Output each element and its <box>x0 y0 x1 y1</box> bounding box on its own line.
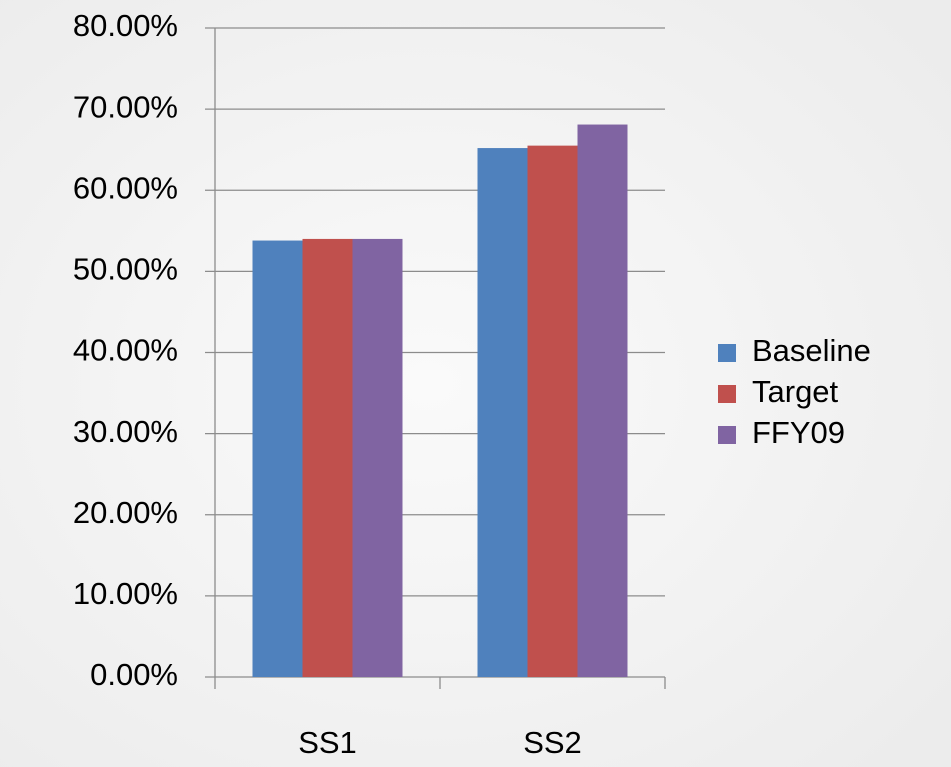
bar <box>577 124 628 677</box>
legend-label: Baseline <box>752 333 871 368</box>
y-tick-label: 10.00% <box>73 576 178 611</box>
bar <box>477 148 528 677</box>
y-tick-label: 60.00% <box>73 170 178 205</box>
legend-swatch <box>718 426 736 444</box>
y-tick-label: 20.00% <box>73 495 178 530</box>
bar <box>302 238 353 678</box>
y-tick-label: 50.00% <box>73 252 178 287</box>
y-tick-label: 80.00% <box>73 8 178 43</box>
x-tick-label: SS1 <box>298 725 357 760</box>
bar <box>252 240 303 678</box>
legend-swatch <box>718 344 736 362</box>
legend-swatch <box>718 385 736 403</box>
y-tick-label: 40.00% <box>73 333 178 368</box>
bar <box>527 145 578 678</box>
bar <box>352 238 403 678</box>
y-tick-label: 0.00% <box>90 657 178 692</box>
y-tick-label: 30.00% <box>73 414 178 449</box>
x-tick-label: SS2 <box>523 725 582 760</box>
legend-label: FFY09 <box>752 415 845 450</box>
legend-label: Target <box>752 374 839 409</box>
y-tick-label: 70.00% <box>73 89 178 124</box>
